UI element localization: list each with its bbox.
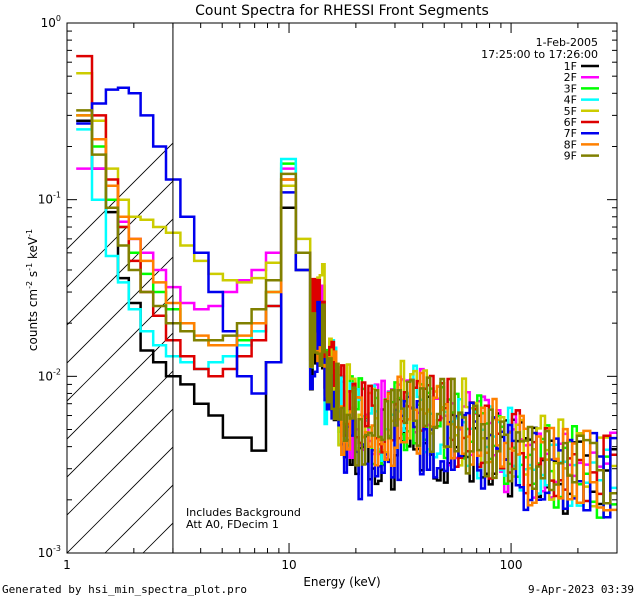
header-time-range: 17:25:00 to 17:26:00: [481, 48, 598, 61]
hatch-line: [67, 256, 173, 364]
series-line-9f: [76, 109, 617, 505]
legend-label-2f: 2F: [564, 71, 577, 84]
legend-label-4f: 4F: [564, 94, 577, 107]
hatch-line: [67, 370, 173, 478]
y-tick-label: 100: [41, 14, 61, 30]
footer-timestamp: 9-Apr-2023 03:39: [528, 583, 634, 596]
series-line-7f: [76, 86, 617, 519]
legend-label-3f: 3F: [564, 82, 577, 95]
x-axis-label: Energy (keV): [303, 575, 380, 589]
legend-label-1f: 1F: [564, 60, 577, 73]
y-axis-label: counts cm-2 s-1 keV-1: [25, 229, 40, 351]
legend-label-7f: 7F: [564, 127, 577, 140]
x-tick-label: 10: [281, 558, 296, 572]
header-date: 1-Feb-2005: [536, 36, 598, 49]
legend-label-5f: 5F: [564, 105, 577, 118]
x-tick-label: 100: [500, 558, 523, 572]
attenuator-hatch-region: [67, 142, 173, 553]
legend-label-8f: 8F: [564, 138, 577, 151]
y-tick-label: 10-1: [38, 191, 61, 207]
plot-frame: [66, 22, 618, 554]
x-tick-label: 1: [63, 558, 71, 572]
chart-title: Count Spectra for RHESSI Front Segments: [195, 3, 489, 19]
y-tick-label: 10-2: [38, 367, 61, 383]
annotation-attenuator: Att A0, FDecim 1: [186, 518, 279, 531]
annotation-background: Includes Background: [186, 506, 301, 519]
hatch-line: [104, 484, 173, 553]
hatch-line: [67, 218, 173, 326]
hatch-line: [67, 408, 173, 516]
y-tick-label: 10-3: [38, 544, 61, 560]
legend-label-6f: 6F: [564, 116, 577, 129]
hatch-line: [67, 446, 173, 553]
footer-generated-by: Generated by hsi_min_spectra_plot.pro: [2, 583, 248, 596]
legend-label-9f: 9F: [564, 150, 577, 163]
